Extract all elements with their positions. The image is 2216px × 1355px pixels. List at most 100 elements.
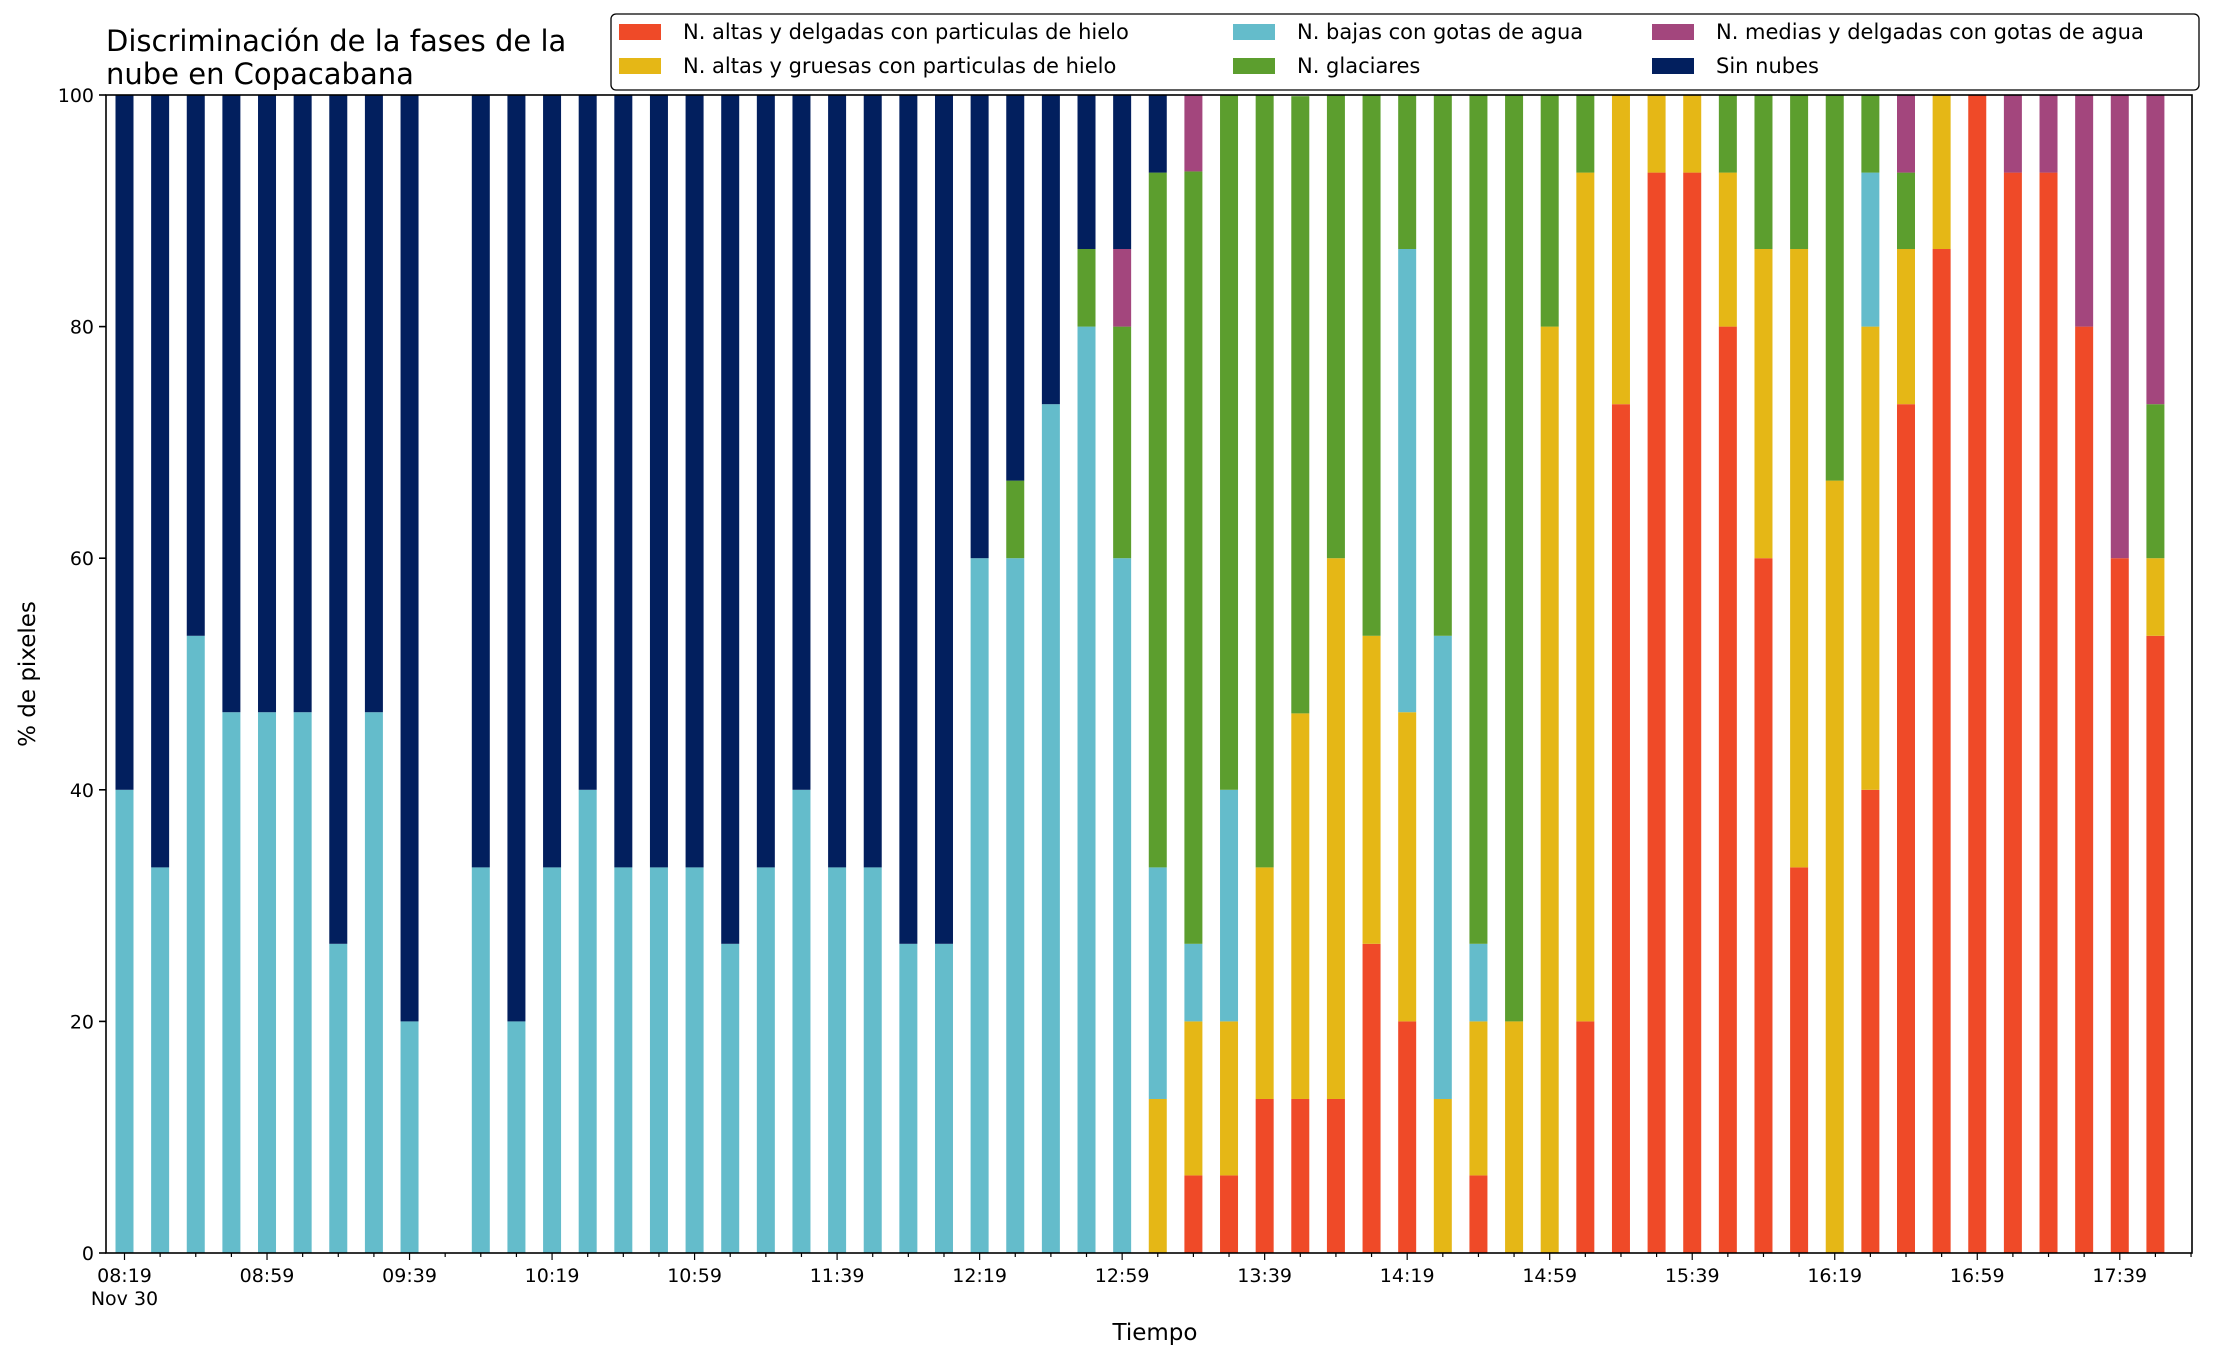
bar-segment	[685, 95, 704, 868]
bar-segment	[1148, 1098, 1167, 1253]
bar-segment	[934, 943, 953, 1253]
x-tick-label: 11:39	[810, 1265, 865, 1287]
bar-segment	[1469, 1175, 1488, 1253]
bar-segment	[1148, 172, 1167, 868]
plot-frame	[105, 94, 2193, 1254]
bar-segment	[1647, 172, 1666, 1254]
bar-segment	[649, 867, 668, 1253]
bar-segment	[1433, 1098, 1452, 1253]
bar-segment	[899, 95, 918, 944]
bar-segment	[1611, 95, 1630, 405]
bar-segment	[1576, 1021, 1595, 1253]
bar-segment	[1255, 1098, 1274, 1253]
bar-segment	[1113, 249, 1132, 327]
x-tick-label: 13:39	[1237, 1265, 1292, 1287]
bar-segment	[400, 1021, 419, 1253]
legend-swatch	[1652, 24, 1694, 40]
bar-segment	[471, 95, 490, 868]
bar-segment	[1184, 95, 1203, 172]
x-tick-label: 17:39	[2092, 1265, 2147, 1287]
bar-segment	[1398, 95, 1417, 250]
bar-segment	[934, 95, 953, 944]
bar-segment	[2110, 95, 2129, 559]
bar-segment	[543, 867, 562, 1253]
bar-segment	[1077, 326, 1096, 1254]
bar-segment	[899, 943, 918, 1253]
legend-label: N. altas y delgadas con particulas de hi…	[683, 20, 1129, 44]
bar-segment	[1326, 558, 1345, 1099]
bar-segment	[1790, 249, 1809, 868]
bar-segment	[721, 943, 740, 1253]
legend-label: N. altas y gruesas con particulas de hie…	[683, 54, 1116, 78]
bar-segment	[222, 712, 241, 1253]
bar-segment	[756, 867, 775, 1253]
bar-segment	[1790, 95, 1809, 250]
bar-segment	[1148, 867, 1167, 1099]
bar-segment	[1362, 943, 1381, 1253]
bar-segment	[1540, 326, 1559, 1254]
bar-segment	[1398, 712, 1417, 1022]
bar-segment	[756, 95, 775, 868]
bar-segment	[2075, 326, 2094, 1254]
bar-segment	[1718, 172, 1737, 327]
x-tick-label: 16:19	[1807, 1265, 1862, 1287]
bar-segment	[115, 789, 134, 1253]
x-tick-label: 08:59	[240, 1265, 295, 1287]
y-tick-label: 0	[82, 1243, 94, 1265]
bar-segment	[1469, 943, 1488, 1022]
bar-segment	[1861, 326, 1880, 790]
bar-segment	[1113, 558, 1132, 1253]
bar-segment	[614, 867, 633, 1253]
bars-layer	[115, 95, 2165, 1254]
bar-segment	[1220, 1021, 1239, 1176]
bar-segment	[471, 867, 490, 1253]
bar-segment	[828, 95, 847, 868]
legend-swatch	[619, 24, 661, 40]
bar-segment	[1861, 172, 1880, 327]
bar-segment	[1754, 558, 1773, 1253]
legend-label: Sin nubes	[1716, 54, 1819, 78]
bar-segment	[1932, 249, 1951, 1253]
x-tick-label: 14:59	[1522, 1265, 1577, 1287]
bar-segment	[1825, 95, 1844, 481]
bar-segment	[1540, 95, 1559, 327]
bar-segment	[1220, 1175, 1239, 1253]
bar-segment	[1291, 1098, 1310, 1253]
bar-segment	[1968, 95, 1987, 1253]
bar-segment	[2146, 558, 2165, 636]
bar-segment	[1398, 249, 1417, 713]
bar-segment	[1398, 1021, 1417, 1253]
bar-segment	[2146, 95, 2165, 405]
x-tick-label: 12:59	[1095, 1265, 1150, 1287]
bar-segment	[970, 95, 989, 559]
bar-segment	[1576, 172, 1595, 1022]
bar-segment	[2110, 558, 2129, 1253]
bar-segment	[1932, 95, 1951, 250]
x-tick-label: 09:39	[382, 1265, 437, 1287]
bar-segment	[1505, 1021, 1524, 1253]
bar-segment	[1825, 480, 1844, 1253]
bar-segment	[364, 712, 383, 1253]
x-tick-sublabel: Nov 30	[91, 1288, 158, 1310]
bar-segment	[614, 95, 633, 868]
y-tick-label: 40	[70, 780, 94, 802]
bar-segment	[543, 95, 562, 868]
bar-segment	[828, 867, 847, 1253]
bar-segment	[364, 95, 383, 713]
bar-segment	[1505, 95, 1524, 1022]
bar-segment	[1897, 172, 1915, 250]
bar-segment	[1433, 635, 1452, 1099]
bar-segment	[1611, 404, 1630, 1253]
bar-segment	[115, 95, 134, 790]
bar-segment	[1184, 943, 1203, 1022]
bar-segment	[1469, 1021, 1488, 1176]
legend-label: N. glaciares	[1297, 54, 1420, 78]
y-tick-label: 60	[70, 548, 94, 570]
x-tick-label: 12:19	[952, 1265, 1007, 1287]
bar-segment	[1897, 249, 1915, 405]
bar-segment	[1006, 480, 1025, 559]
bar-segment	[1220, 789, 1239, 1022]
bar-segment	[258, 95, 277, 713]
bar-segment	[1184, 1175, 1203, 1253]
y-axis-label: % de pixeles	[15, 601, 41, 747]
